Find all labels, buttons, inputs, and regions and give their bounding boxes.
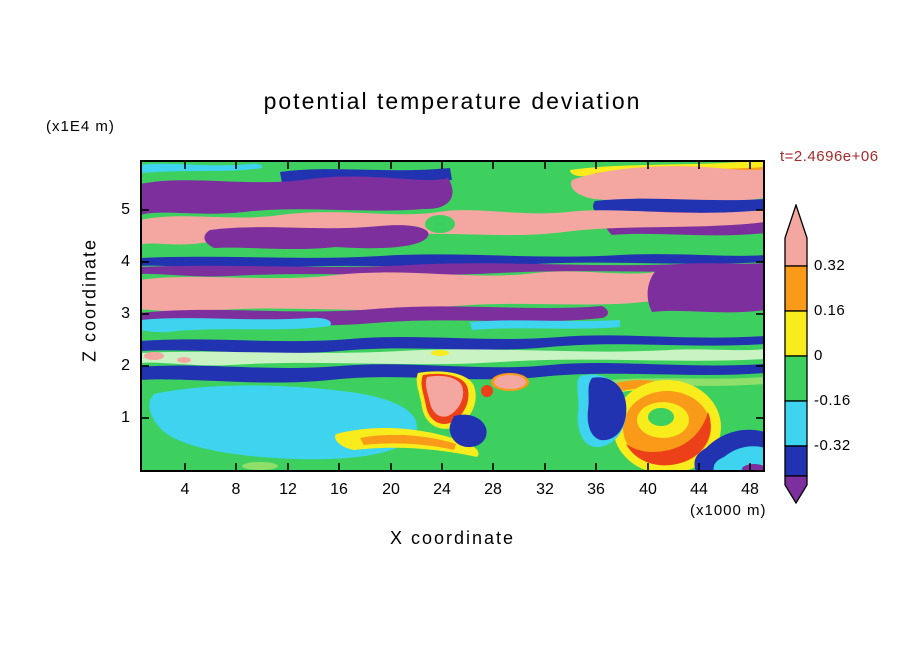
colorbar-segment--0.16-0	[784, 355, 808, 402]
x-tick-label: 36	[587, 481, 605, 498]
x-tick-label: 44	[690, 481, 708, 498]
x-tick-label: 8	[231, 481, 241, 498]
colorbar-segment-0-0.16	[784, 310, 808, 357]
y-tick-label: 5	[121, 201, 130, 218]
y-axis-units-label: (x1E4 m)	[46, 118, 115, 135]
colorbar-label: -0.32	[814, 437, 851, 454]
x-tick-label: 48	[741, 481, 759, 498]
x-tick-label: 40	[639, 481, 657, 498]
x-axis-title: X coordinate	[389, 528, 516, 548]
colorbar-segment-below--0.32	[784, 445, 808, 477]
y-tick-label: 2	[121, 357, 130, 374]
x-tick-label: 32	[536, 481, 554, 498]
x-tick-label: 4	[180, 481, 190, 498]
x-tick-label: 20	[382, 481, 400, 498]
contour-field	[140, 160, 765, 472]
x-tick-label: 16	[330, 481, 348, 498]
axis-frame	[140, 160, 765, 472]
x-tick-label: 12	[279, 481, 297, 498]
y-tick-label: 3	[121, 305, 130, 322]
plot-area	[140, 160, 765, 472]
colorbar-label: -0.16	[814, 392, 851, 409]
colorbar-segment-above-0.32	[784, 202, 808, 267]
chart-title: potential temperature deviation	[263, 88, 642, 114]
y-tick-label: 4	[121, 253, 130, 270]
y-tick-label: 1	[121, 409, 130, 426]
colorbar-label: 0	[814, 347, 823, 364]
colorbar: 0.32 0.16 0 -0.16 -0.32	[784, 202, 904, 506]
colorbar-label: 0.16	[814, 302, 846, 319]
colorbar-segment-0.16-0.32	[784, 265, 808, 312]
x-axis-units-label: (x1000 m)	[690, 502, 767, 519]
colorbar-segment--0.32--0.16	[784, 400, 808, 447]
colorbar-segment-lower-arrow	[784, 475, 808, 505]
axis-ticks	[141, 161, 764, 471]
x-tick-label: 24	[433, 481, 451, 498]
time-annotation: t=2.4696e+06	[780, 148, 879, 165]
y-axis-title: Z coordinate	[79, 237, 100, 363]
colorbar-label: 0.32	[814, 257, 846, 274]
x-tick-label: 28	[484, 481, 502, 498]
colorbar-scale	[784, 202, 808, 505]
